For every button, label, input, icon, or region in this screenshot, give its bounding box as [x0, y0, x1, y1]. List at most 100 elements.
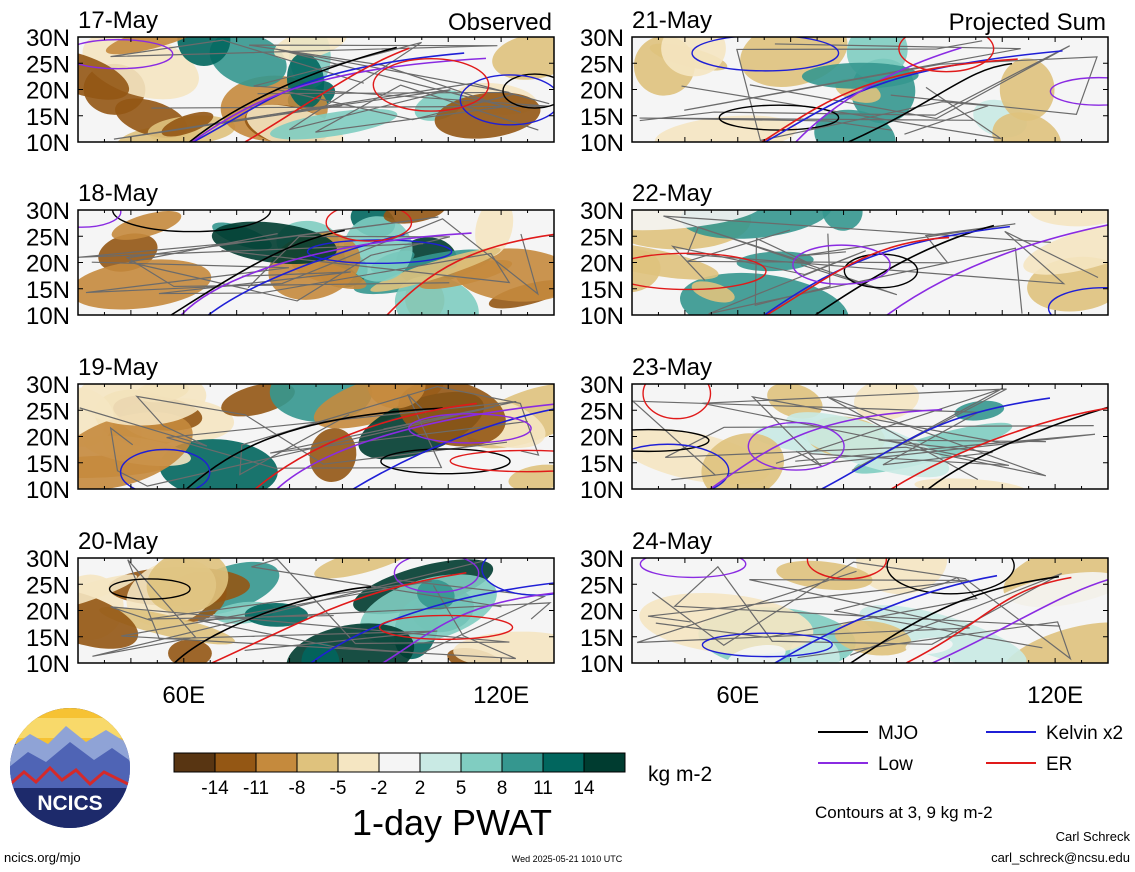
panel-date: 21-May: [632, 7, 712, 34]
y-tick-label: 30N: [26, 25, 70, 52]
colorbar-label: -11: [243, 778, 269, 799]
legend-label: MJO: [878, 723, 918, 744]
y-tick-label: 25N: [26, 572, 70, 599]
y-tick-label: 10N: [580, 303, 624, 330]
y-tick-label: 15N: [580, 277, 624, 304]
footer-email: carl_schreck@ncsu.edu: [991, 850, 1130, 865]
colorbar-label: 14: [573, 778, 595, 799]
colorbar-swatch: [501, 752, 544, 773]
y-tick-label: 30N: [580, 372, 624, 399]
contour-note: Contours at 3, 9 kg m-2: [815, 803, 993, 822]
y-tick-label: 10N: [580, 130, 624, 157]
footer-author: Carl Schreck: [1056, 829, 1131, 844]
y-tick-label: 20N: [26, 251, 70, 278]
y-tick-label: 15N: [580, 104, 624, 131]
legend-label: ER: [1046, 754, 1072, 775]
legend-item-kelvin-x2: Kelvin x2: [986, 723, 1123, 744]
y-tick-label: 20N: [26, 78, 70, 105]
colorbar-swatch: [419, 752, 462, 773]
y-tick-label: 25N: [26, 224, 70, 251]
colorbar-swatch: [378, 752, 421, 773]
y-tick-label: 15N: [580, 625, 624, 652]
y-tick-label: 10N: [26, 130, 70, 157]
panel-date: 23-May: [632, 354, 712, 381]
y-tick-label: 10N: [26, 303, 70, 330]
y-tick-label: 10N: [580, 477, 624, 504]
colorbar-units: kg m-2: [648, 763, 712, 786]
y-tick-label: 25N: [26, 51, 70, 78]
colorbar-swatch: [214, 752, 257, 773]
panel-date: 24-May: [632, 528, 712, 555]
y-tick-label: 10N: [26, 651, 70, 678]
colorbar-label: 8: [497, 778, 508, 799]
colorbar-swatch: [460, 752, 503, 773]
colorbar-swatch: [173, 752, 216, 773]
colorbar-swatch: [255, 752, 298, 773]
x-tick-label: 120E: [1027, 682, 1083, 709]
y-tick-label: 25N: [26, 398, 70, 425]
panel-date: 20-May: [78, 528, 158, 555]
legend-item-mjo: MJO: [818, 723, 918, 744]
y-tick-label: 30N: [26, 198, 70, 225]
y-tick-label: 30N: [580, 546, 624, 573]
y-tick-label: 30N: [580, 198, 624, 225]
colorbar-label: 2: [415, 778, 426, 799]
footer-url: ncics.org/mjo: [4, 850, 81, 865]
y-tick-label: 20N: [26, 599, 70, 626]
y-tick-label: 15N: [26, 625, 70, 652]
colorbar-label: -5: [330, 778, 347, 799]
panel-date: 19-May: [78, 354, 158, 381]
legend: MJO Kelvin x2 Low ER: [818, 723, 1123, 775]
y-tick-label: 25N: [580, 51, 624, 78]
colorbar-swatch: [337, 752, 380, 773]
legend-label: Kelvin x2: [1046, 723, 1123, 744]
y-tick-label: 30N: [26, 372, 70, 399]
legend-item-low: Low: [818, 754, 913, 775]
footer-timestamp: Wed 2025-05-21 1010 UTC: [512, 854, 623, 864]
logo-text: NCICS: [37, 792, 102, 815]
panel-date: 17-May: [78, 7, 158, 34]
colorbar-label: -14: [201, 778, 229, 799]
y-tick-label: 15N: [580, 451, 624, 478]
y-tick-label: 30N: [26, 546, 70, 573]
x-tick-label: 120E: [473, 682, 529, 709]
y-tick-label: 15N: [26, 277, 70, 304]
y-tick-label: 30N: [580, 25, 624, 52]
y-tick-label: 20N: [580, 599, 624, 626]
colorbar-swatch: [296, 752, 339, 773]
y-tick-label: 15N: [26, 451, 70, 478]
y-tick-label: 15N: [26, 104, 70, 131]
y-tick-label: 10N: [580, 651, 624, 678]
colorbar-swatch: [583, 752, 626, 773]
colorbar-swatch: [542, 752, 585, 773]
y-tick-label: 10N: [26, 477, 70, 504]
y-tick-label: 20N: [26, 425, 70, 452]
colorbar-label: -2: [371, 778, 388, 799]
y-tick-label: 20N: [580, 78, 624, 105]
ncics-logo: NCICS: [10, 708, 130, 828]
y-tick-label: 20N: [580, 425, 624, 452]
legend-label: Low: [878, 754, 913, 775]
panel-date: 22-May: [632, 180, 712, 207]
colorbar-label: 5: [456, 778, 467, 799]
legend-item-er: ER: [986, 754, 1072, 775]
colorbar: -14 -11 -8 -5 -2 2 5 8 11 14: [173, 752, 626, 799]
x-tick-label: 60E: [716, 682, 759, 709]
figure-title: 1-day PWAT: [352, 802, 552, 843]
x-tick-label: 60E: [162, 682, 205, 709]
column-label: Observed: [448, 9, 552, 36]
y-tick-label: 25N: [580, 224, 624, 251]
y-tick-label: 25N: [580, 398, 624, 425]
column-label: Projected Sum: [949, 9, 1106, 36]
panel-date: 18-May: [78, 180, 158, 207]
